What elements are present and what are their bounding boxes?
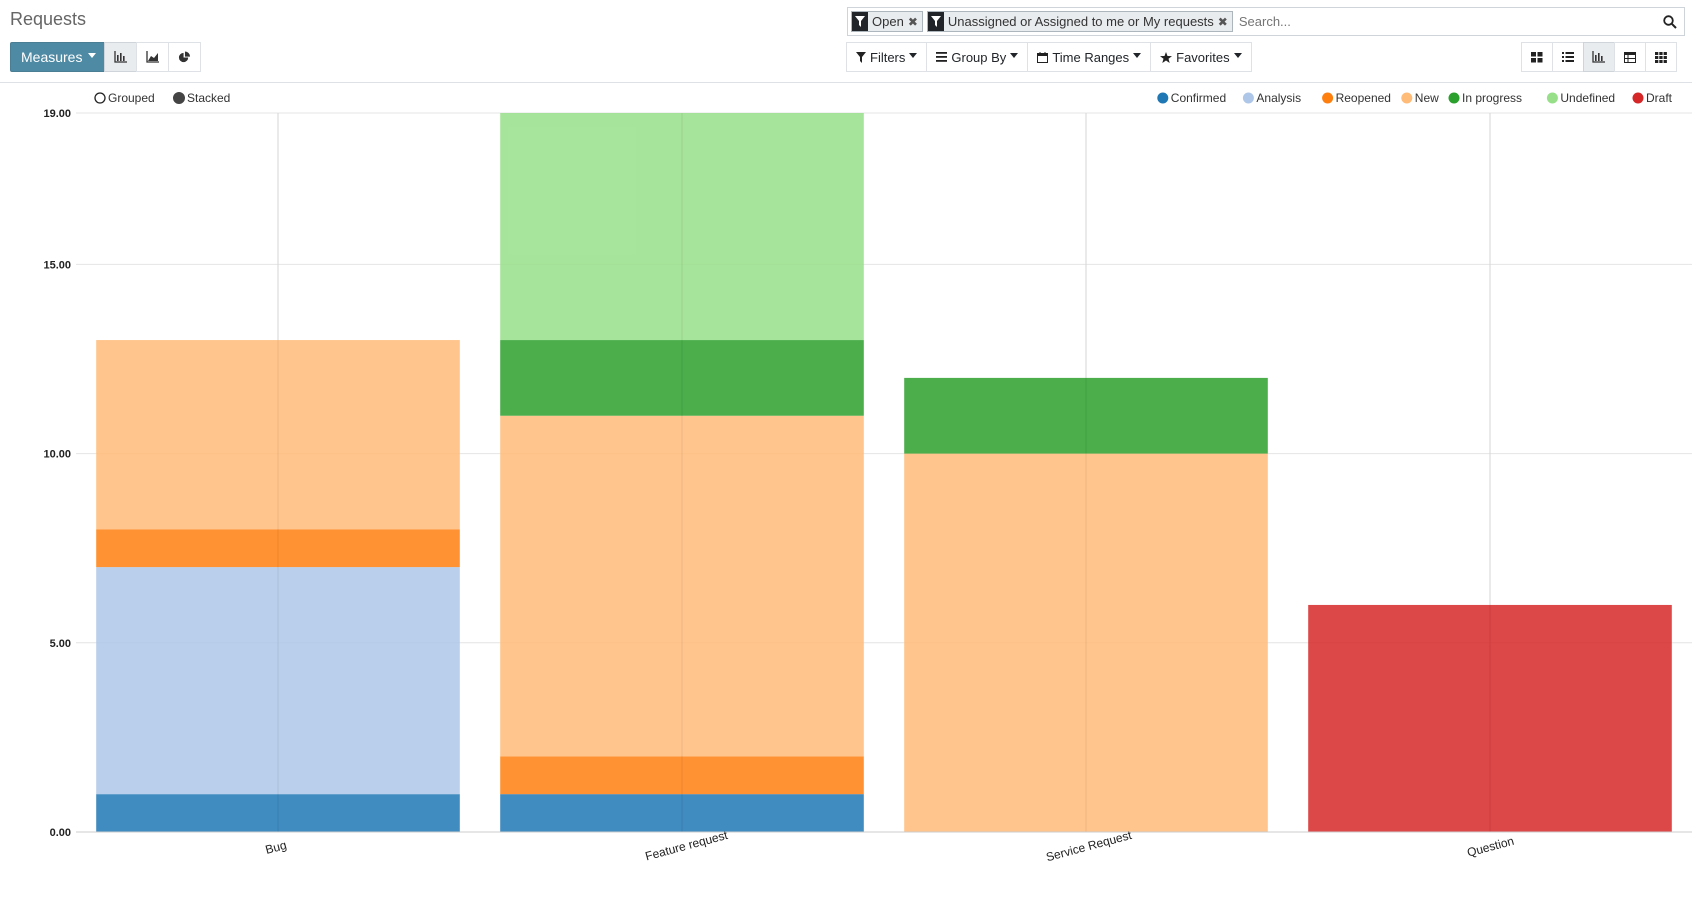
search-facet: Open ✖ [851, 11, 923, 32]
favorites-label: Favorites [1176, 49, 1230, 65]
caret-down-icon [1233, 52, 1242, 58]
search-input[interactable] [1236, 10, 1684, 33]
line-chart-button[interactable] [136, 42, 169, 72]
grid-icon [1655, 51, 1667, 63]
chart-type-switcher [104, 42, 201, 72]
legend-swatch[interactable] [1322, 92, 1334, 104]
caret-down-icon [1010, 52, 1019, 58]
legend-swatch[interactable] [1242, 92, 1254, 104]
legend-item[interactable]: Confirmed [1171, 91, 1226, 105]
legend-swatch[interactable] [1401, 92, 1413, 104]
y-tick-label: 10.00 [43, 449, 71, 461]
y-tick-label: 0.00 [50, 827, 71, 839]
x-tick-label: Feature request [644, 828, 730, 864]
page-title: Requests [10, 9, 87, 29]
list-view-button[interactable] [1552, 42, 1584, 72]
kanban-view-button[interactable] [1521, 42, 1553, 72]
list-icon [1562, 52, 1574, 62]
graph-view-button[interactable] [1583, 42, 1615, 72]
bar-segment[interactable] [904, 377, 1268, 454]
line-chart-icon [145, 51, 159, 63]
view-switcher [1521, 42, 1677, 72]
pivot-view-button[interactable] [1614, 42, 1646, 72]
legend-item[interactable]: Draft [1646, 91, 1673, 105]
y-tick-label: 15.00 [43, 259, 71, 271]
bar-segment[interactable] [96, 794, 460, 832]
star-icon [1160, 51, 1173, 63]
filter-icon [852, 12, 868, 31]
y-tick-label: 19.00 [43, 108, 71, 120]
legend-swatch[interactable] [1546, 92, 1558, 104]
legend-swatch[interactable] [1632, 92, 1644, 104]
facet-label: Unassigned or Assigned to me or My reque… [947, 14, 1214, 29]
bar-segment[interactable] [500, 113, 864, 341]
bars-icon [936, 52, 948, 62]
bar-chart-button[interactable] [104, 42, 137, 72]
caret-down-icon [1133, 52, 1142, 58]
grouped-radio[interactable] [94, 92, 106, 104]
legend-swatch[interactable] [1448, 92, 1460, 104]
search-options: Filters Group By Time Ranges Favorites [846, 42, 1252, 72]
bar-chart: 0.00 5.00 10.00 15.00 19.00 Bug Feature reques… [43, 91, 1692, 864]
close-icon[interactable]: ✖ [907, 14, 918, 29]
legend-item[interactable]: In progress [1462, 91, 1522, 105]
time-ranges-label: Time Ranges [1052, 49, 1130, 65]
bar-segment[interactable] [96, 340, 460, 530]
stacked-radio[interactable] [173, 92, 185, 104]
grouped-label: Grouped [108, 91, 155, 105]
filters-label: Filters [870, 49, 906, 65]
stacked-label: Stacked [187, 91, 230, 105]
control-panel: Requests Measures [0, 0, 1692, 83]
filters-button[interactable]: Filters [846, 42, 928, 72]
x-tick-label: Question [1465, 834, 1515, 860]
legend-item[interactable]: Reopened [1336, 91, 1391, 105]
filter-icon [856, 51, 866, 63]
caret-down-icon [909, 52, 918, 58]
group-by-button[interactable]: Group By [926, 42, 1029, 72]
x-tick-label: Bug [264, 838, 288, 857]
legend-item[interactable]: New [1415, 91, 1439, 105]
bar-segment[interactable] [500, 756, 864, 795]
caret-down-icon [88, 52, 97, 58]
time-ranges-button[interactable]: Time Ranges [1027, 42, 1152, 72]
chart-area: 0.00 5.00 10.00 15.00 19.00 Bug Feature reques… [0, 84, 1692, 918]
pie-chart-icon [178, 50, 191, 62]
search-facet: Unassigned or Assigned to me or My reque… [926, 11, 1233, 32]
facet-label: Open [872, 14, 904, 29]
filter-icon [927, 12, 944, 31]
x-tick-label: Service Request [1044, 828, 1133, 864]
bar-segment[interactable] [500, 415, 864, 757]
search-box: Open ✖ Unassigned or Assigned to me or M… [847, 7, 1685, 36]
measures-label: Measures [21, 49, 83, 65]
bar-segment[interactable] [500, 340, 864, 416]
legend-swatch[interactable] [1157, 92, 1169, 104]
close-icon[interactable]: ✖ [1217, 14, 1228, 29]
bar-segment[interactable] [904, 453, 1268, 832]
grid-view-button[interactable] [1645, 42, 1677, 72]
measures-button[interactable]: Measures [10, 42, 108, 72]
legend-item[interactable]: Undefined [1560, 91, 1615, 105]
bar-segment[interactable] [1308, 604, 1672, 832]
legend-item[interactable]: Analysis [1256, 91, 1301, 105]
search-icon[interactable] [1660, 12, 1680, 32]
group-by-label: Group By [951, 49, 1007, 65]
graph-icon [1592, 51, 1605, 63]
favorites-button[interactable]: Favorites [1150, 42, 1252, 72]
bar-chart-icon [113, 51, 127, 63]
bar-segment[interactable] [96, 529, 460, 568]
bar-segment[interactable] [500, 794, 864, 832]
pie-chart-button[interactable] [168, 42, 201, 72]
y-tick-label: 5.00 [50, 638, 71, 650]
bar-segment[interactable] [96, 567, 460, 795]
pivot-icon [1624, 51, 1636, 63]
calendar-icon [1037, 51, 1049, 63]
kanban-icon [1531, 51, 1543, 62]
